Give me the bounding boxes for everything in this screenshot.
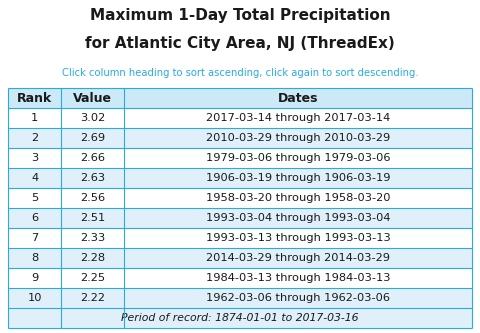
- Text: 2.25: 2.25: [80, 273, 105, 283]
- Text: 3.02: 3.02: [80, 113, 105, 123]
- Text: 2.51: 2.51: [80, 213, 105, 223]
- Text: 2.33: 2.33: [80, 233, 105, 243]
- Text: 1979-03-06 through 1979-03-06: 1979-03-06 through 1979-03-06: [206, 153, 390, 163]
- Bar: [8, 148, 472, 168]
- Bar: [8, 228, 472, 248]
- Text: Click column heading to sort ascending, click again to sort descending.: Click column heading to sort ascending, …: [62, 68, 418, 78]
- Text: for Atlantic City Area, NJ (ThreadEx): for Atlantic City Area, NJ (ThreadEx): [85, 36, 395, 51]
- Text: 1993-03-04 through 1993-03-04: 1993-03-04 through 1993-03-04: [206, 213, 390, 223]
- Text: 2.66: 2.66: [80, 153, 105, 163]
- Text: 2.69: 2.69: [80, 133, 105, 143]
- Text: 1993-03-13 through 1993-03-13: 1993-03-13 through 1993-03-13: [205, 233, 390, 243]
- Text: 9: 9: [31, 273, 38, 283]
- Text: 2017-03-14 through 2017-03-14: 2017-03-14 through 2017-03-14: [206, 113, 390, 123]
- Bar: [8, 288, 472, 308]
- Bar: [8, 168, 472, 188]
- Text: Value: Value: [73, 92, 112, 105]
- Text: 8: 8: [31, 253, 38, 263]
- Bar: [8, 128, 472, 148]
- Text: 3: 3: [31, 153, 38, 163]
- Text: Period of record: 1874-01-01 to 2017-03-16: Period of record: 1874-01-01 to 2017-03-…: [121, 313, 359, 323]
- Text: 2010-03-29 through 2010-03-29: 2010-03-29 through 2010-03-29: [206, 133, 390, 143]
- Text: Rank: Rank: [17, 92, 52, 105]
- Text: 2014-03-29 through 2014-03-29: 2014-03-29 through 2014-03-29: [206, 253, 390, 263]
- Text: Maximum 1-Day Total Precipitation: Maximum 1-Day Total Precipitation: [90, 8, 390, 23]
- Bar: [8, 108, 472, 128]
- Text: 2.63: 2.63: [80, 173, 105, 183]
- Text: 1962-03-06 through 1962-03-06: 1962-03-06 through 1962-03-06: [206, 293, 390, 303]
- Text: 2.22: 2.22: [80, 293, 105, 303]
- Text: 1958-03-20 through 1958-03-20: 1958-03-20 through 1958-03-20: [206, 193, 390, 203]
- Bar: [8, 268, 472, 288]
- Bar: [8, 88, 472, 108]
- Text: Dates: Dates: [278, 92, 318, 105]
- Text: 2: 2: [31, 133, 38, 143]
- Bar: [8, 308, 472, 328]
- Text: 4: 4: [31, 173, 38, 183]
- Text: 1: 1: [31, 113, 38, 123]
- Text: 6: 6: [31, 213, 38, 223]
- Text: 10: 10: [27, 293, 42, 303]
- Text: 2.56: 2.56: [80, 193, 105, 203]
- Text: 1906-03-19 through 1906-03-19: 1906-03-19 through 1906-03-19: [206, 173, 390, 183]
- Bar: [8, 248, 472, 268]
- Text: 1984-03-13 through 1984-03-13: 1984-03-13 through 1984-03-13: [206, 273, 390, 283]
- Bar: [8, 188, 472, 208]
- Text: 2.28: 2.28: [80, 253, 105, 263]
- Bar: [8, 208, 472, 228]
- Text: 5: 5: [31, 193, 38, 203]
- Text: 7: 7: [31, 233, 38, 243]
